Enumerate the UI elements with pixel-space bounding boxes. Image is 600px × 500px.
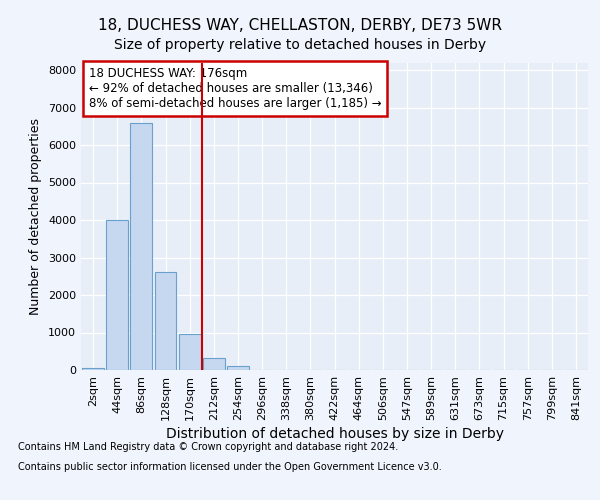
Bar	[82, 368, 104, 370]
Bar	[130, 122, 152, 370]
Bar	[227, 366, 249, 370]
Bar	[155, 272, 176, 370]
Text: Contains public sector information licensed under the Open Government Licence v3: Contains public sector information licen…	[18, 462, 442, 472]
Text: 18 DUCHESS WAY: 176sqm
← 92% of detached houses are smaller (13,346)
8% of semi-: 18 DUCHESS WAY: 176sqm ← 92% of detached…	[89, 67, 381, 110]
X-axis label: Distribution of detached houses by size in Derby: Distribution of detached houses by size …	[166, 427, 503, 441]
Bar	[203, 358, 224, 370]
Bar	[179, 334, 200, 370]
Text: 18, DUCHESS WAY, CHELLASTON, DERBY, DE73 5WR: 18, DUCHESS WAY, CHELLASTON, DERBY, DE73…	[98, 18, 502, 32]
Bar	[106, 220, 128, 370]
Y-axis label: Number of detached properties: Number of detached properties	[29, 118, 43, 315]
Text: Contains HM Land Registry data © Crown copyright and database right 2024.: Contains HM Land Registry data © Crown c…	[18, 442, 398, 452]
Text: Size of property relative to detached houses in Derby: Size of property relative to detached ho…	[114, 38, 486, 52]
